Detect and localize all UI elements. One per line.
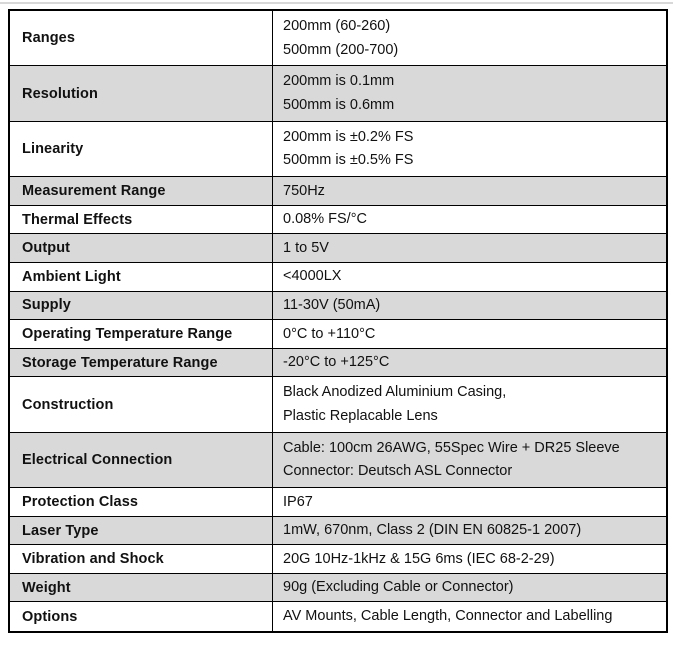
spec-value: Black Anodized Aluminium Casing, Plastic …: [273, 377, 666, 431]
spec-value: 0°C to +110°C: [273, 320, 666, 348]
table-row: Supply 11-30V (50mA): [10, 291, 666, 321]
spec-label: Laser Type: [10, 516, 273, 545]
table-row: Resolution 200mm is 0.1mm 500mm is 0.6mm: [10, 66, 666, 122]
spec-value-line: Black Anodized Aluminium Casing,: [283, 384, 507, 401]
spec-value-line: 500mm is ±0.5% FS: [283, 152, 414, 169]
spec-value: 200mm is 0.1mm 500mm is 0.6mm: [273, 66, 666, 120]
spec-value-line: 500mm (200-700): [283, 41, 399, 58]
spec-value-line: 200mm (60-260): [283, 18, 391, 35]
spec-value: 1 to 5V: [273, 234, 666, 262]
spec-value: Cable: 100cm 26AWG, 55Spec Wire + DR25 S…: [273, 433, 666, 487]
spec-label: Options: [10, 602, 273, 632]
spec-label: Vibration and Shock: [10, 545, 273, 573]
spec-value-line: 1 to 5V: [283, 239, 329, 256]
spec-value: AV Mounts, Cable Length, Connector and L…: [273, 602, 666, 631]
spec-value: 90g (Excluding Cable or Connector): [273, 574, 666, 602]
spec-value-line: Connector: Deutsch ASL Connector: [283, 463, 513, 480]
table-row: Linearity 200mm is ±0.2% FS 500mm is ±0.5…: [10, 121, 666, 178]
spec-value-line: 200mm is 0.1mm: [283, 73, 395, 90]
spec-label: Electrical Connection: [10, 432, 273, 488]
spec-value-line: 200mm is ±0.2% FS: [283, 128, 414, 145]
spec-value: 11-30V (50mA): [273, 292, 666, 320]
table-row: Electrical Connection Cable: 100cm 26AWG…: [10, 432, 666, 489]
spec-value-line: 0°C to +110°C: [283, 325, 376, 342]
table-row: Thermal Effects 0.08% FS/°C: [10, 205, 666, 235]
table-row: Storage Temperature Range -20°C to +125°…: [10, 348, 666, 378]
table-row: Options AV Mounts, Cable Length, Connect…: [10, 602, 666, 632]
spec-label: Construction: [10, 377, 273, 432]
spec-label: Supply: [10, 291, 273, 320]
spec-label: Operating Temperature Range: [10, 320, 273, 348]
spec-value: 1mW, 670nm, Class 2 (DIN EN 60825-1 2007…: [273, 517, 666, 545]
spec-label: Weight: [10, 573, 273, 602]
table-row: Operating Temperature Range 0°C to +110°…: [10, 320, 666, 349]
table-row: Laser Type 1mW, 670nm, Class 2 (DIN EN 6…: [10, 516, 666, 546]
table-row: Vibration and Shock 20G 10Hz-1kHz & 15G …: [10, 545, 666, 574]
spec-value: 200mm is ±0.2% FS 500mm is ±0.5% FS: [273, 122, 666, 176]
table-row: Weight 90g (Excluding Cable or Connector…: [10, 573, 666, 603]
spec-value-line: 20G 10Hz-1kHz & 15G 6ms (IEC 68-2-29): [283, 550, 555, 567]
spec-value-line: 1mW, 670nm, Class 2 (DIN EN 60825-1 2007…: [283, 522, 582, 539]
spec-value: 20G 10Hz-1kHz & 15G 6ms (IEC 68-2-29): [273, 545, 666, 573]
spec-value: 750Hz: [273, 177, 666, 205]
spec-label: Output: [10, 234, 273, 262]
spec-value-line: 11-30V (50mA): [283, 297, 381, 313]
spec-value: -20°C to +125°C: [273, 349, 666, 377]
spec-value-line: 90g (Excluding Cable or Connector): [283, 579, 514, 596]
spec-label: Protection Class: [10, 488, 273, 516]
spec-value-line: 500mm is 0.6mm: [283, 97, 395, 114]
table-row: Construction Black Anodized Aluminium Ca…: [10, 377, 666, 433]
spec-label: Resolution: [10, 66, 273, 121]
spec-value-line: Cable: 100cm 26AWG, 55Spec Wire + DR25 S…: [283, 439, 620, 456]
spec-value-line: <4000LX: [283, 268, 342, 285]
table-row: Output 1 to 5V: [10, 234, 666, 263]
spec-value-line: AV Mounts, Cable Length, Connector and L…: [283, 608, 613, 625]
spec-value-line: 750Hz: [283, 182, 325, 199]
spec-value-line: Plastic Replacable Lens: [283, 408, 438, 425]
spec-label: Linearity: [10, 121, 273, 177]
table-row: Ranges 200mm (60-260) 500mm (200-700): [10, 11, 666, 67]
spec-label: Storage Temperature Range: [10, 348, 273, 377]
spec-label: Ranges: [10, 11, 273, 66]
table-row: Measurement Range 750Hz: [10, 177, 666, 206]
spec-value: <4000LX: [273, 263, 666, 291]
spec-value: 200mm (60-260) 500mm (200-700): [273, 11, 666, 65]
table-row: Ambient Light <4000LX: [10, 262, 666, 292]
spec-label: Measurement Range: [10, 177, 273, 205]
spec-value-line: IP67: [283, 493, 313, 510]
specification-table: Ranges 200mm (60-260) 500mm (200-700) Res…: [8, 9, 668, 634]
spec-label: Ambient Light: [10, 262, 273, 291]
spec-value: 0.08% FS/°C: [273, 206, 666, 234]
table-row: Protection Class IP67: [10, 488, 666, 517]
spec-value: IP67: [273, 488, 666, 516]
spec-value-line: -20°C to +125°C: [283, 354, 390, 371]
spec-value-line: 0.08% FS/°C: [283, 211, 367, 228]
page-top-rule: [0, 2, 673, 4]
spec-label: Thermal Effects: [10, 205, 273, 234]
